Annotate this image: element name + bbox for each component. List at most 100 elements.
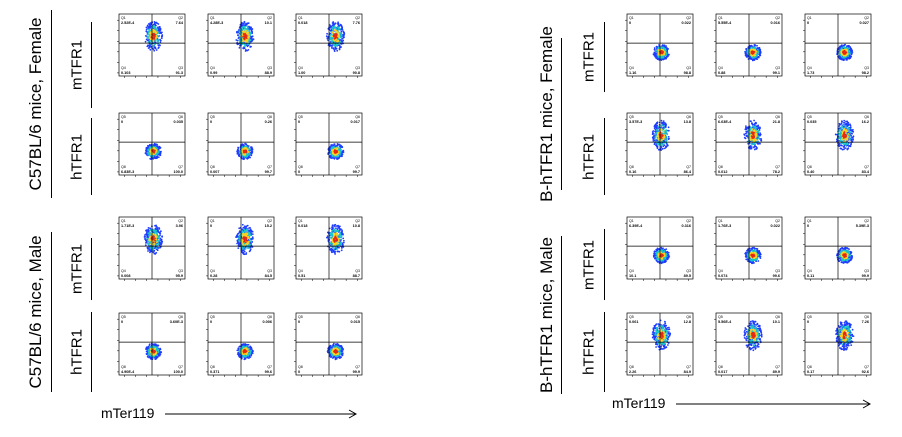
- quadrant-name: Q4: [298, 66, 303, 70]
- lower-left-percent: 6.83E-3: [121, 170, 134, 174]
- lower-left-percent: 0.007: [210, 170, 220, 174]
- lower-left-percent: 1.16: [629, 71, 636, 75]
- upper-right-percent: 3.60E-3: [170, 320, 183, 324]
- flow-plot: Q1 Q2 Q4 Q3 0 5.39E-3 0.11 99.9: [803, 216, 872, 281]
- quadrant-name: Q4: [718, 269, 723, 273]
- axis-ticks: [803, 19, 867, 78]
- axis-ticks: [803, 222, 867, 281]
- quadrant-name: Q5: [121, 115, 126, 119]
- quadrant-name: Q8: [121, 165, 126, 169]
- upper-right-percent: 15.2: [265, 224, 272, 228]
- quadrant-name: Q6: [864, 115, 869, 119]
- group-bracket-line: [51, 10, 52, 198]
- flow-plot: Q5 Q6 Q8 Q7 0 7.26 0.17 92.6: [803, 312, 872, 377]
- lower-right-percent: 92.6: [862, 370, 869, 374]
- group-label: B-hTFR1 mice, Female: [537, 26, 556, 202]
- flow-plot: Q1 Q2 Q4 Q3 4.28E-3 10.1 0.99 88.9: [206, 13, 275, 78]
- quadrant-name: Q3: [267, 66, 272, 70]
- quadrant-name: Q1: [718, 16, 723, 20]
- lower-left-percent: 0: [298, 170, 300, 174]
- quadrant-name: Q6: [267, 315, 272, 319]
- upper-right-percent: 7.26: [862, 320, 869, 324]
- quadrant-name: Q5: [210, 315, 215, 319]
- quadrant-name: Q4: [718, 66, 723, 70]
- quadrant-name: Q8: [718, 365, 723, 369]
- quadrant-name: Q8: [298, 165, 303, 169]
- upper-right-percent: 0.316: [681, 224, 691, 228]
- row-label: hTFR1: [580, 133, 598, 180]
- upper-right-percent: 13.8: [684, 120, 691, 124]
- quadrant-name: Q3: [775, 269, 780, 273]
- lower-left-percent: 1.73: [807, 71, 814, 75]
- quadrant-name: Q4: [629, 66, 634, 70]
- row-bracket-line: [91, 312, 92, 392]
- quadrant-name: Q7: [178, 165, 183, 169]
- row-label: hTFR1: [580, 329, 598, 375]
- upper-left-percent: 6.63E-4: [718, 120, 732, 124]
- lower-left-percent: 10.1: [629, 274, 636, 278]
- density-cloud: [326, 223, 345, 255]
- lower-right-percent: 86.4: [684, 170, 692, 174]
- axis-ticks: [294, 318, 358, 377]
- axis-ticks: [117, 118, 181, 177]
- x-axis-arrow: [676, 399, 872, 409]
- lower-right-percent: 99.9: [862, 274, 869, 278]
- quadrant-name: Q1: [210, 219, 215, 223]
- upper-left-percent: 0.035: [807, 120, 817, 124]
- quadrant-name: Q5: [210, 115, 215, 119]
- upper-left-percent: 6.39E-4: [629, 224, 643, 228]
- upper-left-percent: 0: [210, 224, 212, 228]
- quadrant-name: Q2: [267, 16, 272, 20]
- quadrant-name: Q1: [807, 16, 812, 20]
- density-cloud: [235, 20, 255, 52]
- density-cloud: [744, 44, 762, 62]
- quadrant-name: Q5: [629, 315, 634, 319]
- quadrant-name: Q3: [355, 66, 360, 70]
- quadrant-name: Q4: [807, 66, 812, 70]
- upper-right-percent: 5.39E-3: [856, 224, 869, 228]
- quadrant-name: Q6: [686, 115, 691, 119]
- density-cloud: [743, 320, 763, 352]
- group-label: C57BL/6 mice, Male: [26, 235, 45, 389]
- density-cloud: [652, 44, 670, 61]
- quadrant-name: Q2: [355, 219, 360, 223]
- upper-right-percent: 0.017: [350, 120, 360, 124]
- quadrant-name: Q4: [298, 269, 303, 273]
- quadrant-name: Q7: [178, 365, 183, 369]
- quadrant-name: Q3: [355, 269, 360, 273]
- row-label: hTFR1: [68, 329, 86, 375]
- upper-left-percent: 0: [298, 320, 300, 324]
- quadrant-name: Q6: [686, 315, 691, 319]
- quadrant-name: Q1: [210, 16, 215, 20]
- density-cloud: [836, 43, 854, 62]
- upper-left-percent: 0: [629, 21, 631, 25]
- axis-ticks: [294, 118, 358, 177]
- flow-plot: Q1 Q2 Q4 Q3 2.52E-4 7.64 0.103 91.3: [117, 13, 186, 78]
- density-cloud: [651, 119, 670, 151]
- lower-right-percent: 98.2: [862, 71, 869, 75]
- row-bracket-line: [604, 229, 605, 300]
- quadrant-name: Q2: [178, 219, 183, 223]
- upper-left-percent: 0: [121, 120, 123, 124]
- flow-plot: Q5 Q6 Q8 Q7 3.57E-3 13.8 0.16 86.4: [625, 112, 694, 177]
- axis-ticks: [625, 19, 689, 78]
- upper-left-percent: 3.57E-3: [629, 120, 642, 124]
- upper-right-percent: 0.006: [262, 320, 272, 324]
- quadrant-name: Q7: [864, 165, 869, 169]
- upper-left-percent: 0: [210, 320, 212, 324]
- upper-right-percent: 16.2: [862, 120, 869, 124]
- density-cloud: [835, 320, 855, 351]
- upper-left-percent: 4.28E-3: [210, 21, 223, 25]
- upper-left-percent: 2.52E-4: [121, 21, 135, 25]
- density-cloud: [836, 246, 853, 264]
- lower-left-percent: 0.074: [718, 274, 728, 278]
- density-cloud: [236, 142, 254, 161]
- quadrant-name: Q1: [298, 219, 303, 223]
- upper-right-percent: 7.64: [176, 21, 184, 25]
- axis-ticks: [206, 318, 270, 377]
- x-axis-label: mTer119: [612, 395, 666, 411]
- quadrant-name: Q5: [298, 315, 303, 319]
- flow-plot: Q1 Q2 Q4 Q3 6.39E-4 0.316 10.1 89.5: [625, 216, 694, 281]
- density-cloud: [743, 119, 763, 151]
- lower-left-percent: 0: [298, 370, 300, 374]
